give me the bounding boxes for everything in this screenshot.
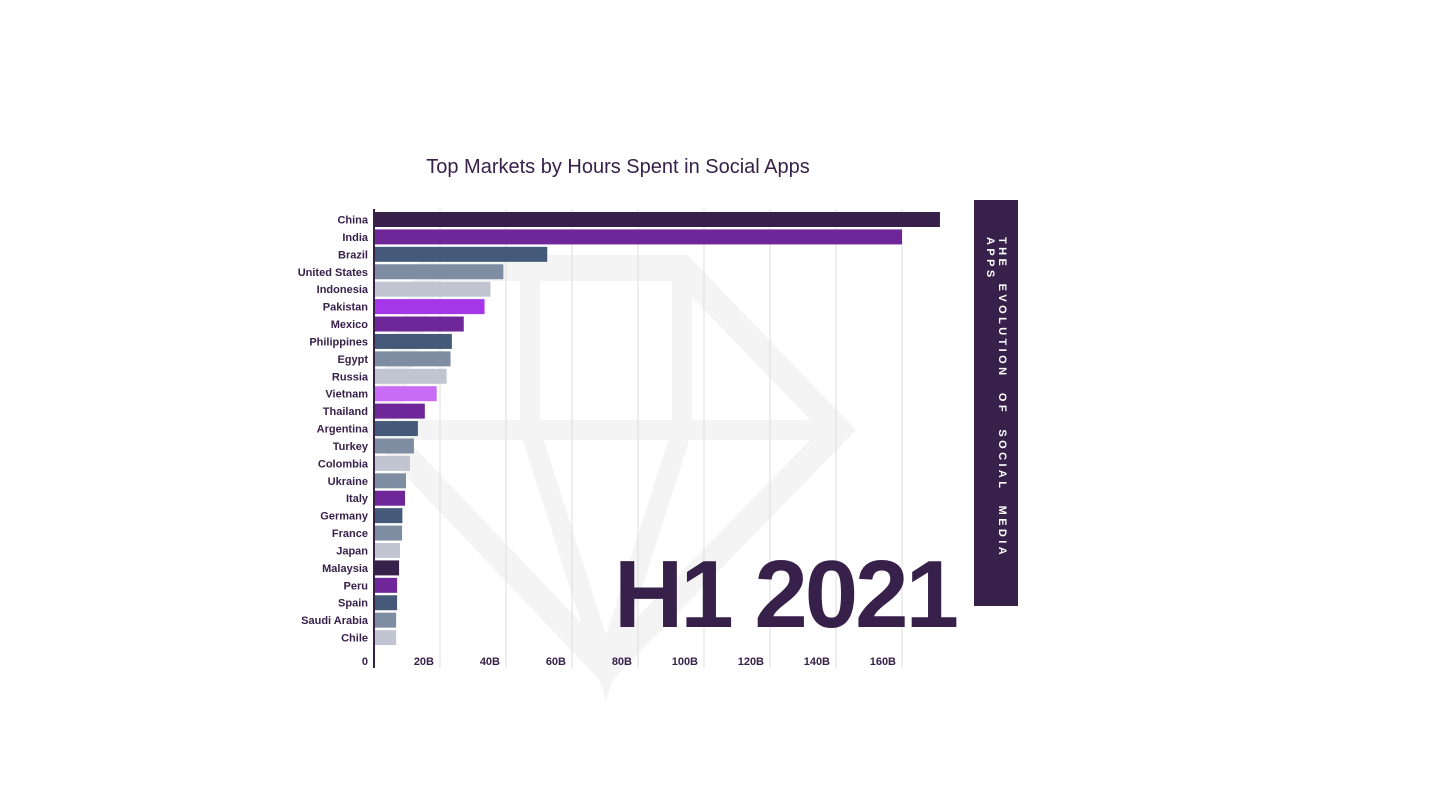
watermark-diamond (365, 255, 857, 701)
x-tick-label: 40B (480, 656, 500, 668)
category-label: Mexico (331, 319, 369, 331)
side-banner-text: THE EVOLUTION OF SOCIAL MEDIA APPS (984, 237, 1008, 558)
bar-ukraine (374, 473, 407, 489)
category-label: Egypt (337, 354, 368, 366)
bar-egypt (374, 351, 451, 367)
category-label: Russia (332, 371, 369, 383)
period-label: H1 2021 (614, 541, 959, 648)
x-tick-label: 100B (672, 656, 698, 668)
category-label: Indonesia (317, 284, 369, 296)
chart-title: Top Markets by Hours Spent in Social App… (426, 156, 810, 178)
bar-philippines (374, 333, 452, 349)
bar-indonesia (374, 281, 491, 297)
category-label: Spain (338, 598, 368, 610)
bar-india (374, 229, 902, 245)
bar-russia (374, 368, 447, 384)
bar-france (374, 525, 403, 541)
bar-china (374, 212, 940, 227)
category-label: Turkey (333, 441, 369, 453)
category-label: Germany (320, 511, 369, 523)
category-label: Colombia (318, 458, 369, 470)
category-label: Argentina (317, 424, 369, 436)
bar-saudi-arabia (374, 612, 397, 628)
category-label: Brazil (338, 249, 368, 261)
category-label: Malaysia (322, 563, 369, 575)
x-tick-label: 0 (362, 656, 368, 668)
category-label: Thailand (323, 406, 368, 418)
category-label: Saudi Arabia (301, 615, 369, 627)
bar-japan (374, 542, 401, 558)
category-label: Japan (336, 545, 368, 557)
category-label: Vietnam (325, 389, 368, 401)
category-label: Pakistan (323, 302, 369, 314)
bar-vietnam (374, 386, 437, 402)
category-label: France (332, 528, 368, 540)
category-label: Philippines (309, 336, 368, 348)
side-banner: THE EVOLUTION OF SOCIAL MEDIA APPS (974, 200, 1018, 606)
bar-spain (374, 595, 398, 611)
bar-peru (374, 577, 398, 593)
category-label: India (342, 232, 369, 244)
bar-pakistan (374, 299, 485, 315)
bar-brazil (374, 246, 548, 262)
bar-chile (374, 630, 397, 646)
category-label: China (337, 215, 368, 227)
x-tick-label: 120B (738, 656, 764, 668)
bar-turkey (374, 438, 414, 454)
x-tick-label: 160B (870, 656, 896, 668)
x-tick-label: 80B (612, 656, 632, 668)
x-tick-label: 60B (546, 656, 566, 668)
category-label: Peru (344, 580, 368, 592)
bar-argentina (374, 421, 418, 437)
category-label: Ukraine (328, 476, 368, 488)
bar-united-states (374, 264, 504, 280)
category-label: Italy (346, 493, 369, 505)
bar-colombia (374, 455, 410, 471)
bar-mexico (374, 316, 464, 332)
category-label: United States (298, 267, 368, 279)
bar-italy (374, 490, 406, 506)
x-tick-label: 140B (804, 656, 830, 668)
bar-germany (374, 508, 403, 524)
category-label: Chile (341, 633, 368, 645)
x-tick-label: 20B (414, 656, 434, 668)
bar-thailand (374, 403, 425, 419)
bar-malaysia (374, 560, 400, 576)
